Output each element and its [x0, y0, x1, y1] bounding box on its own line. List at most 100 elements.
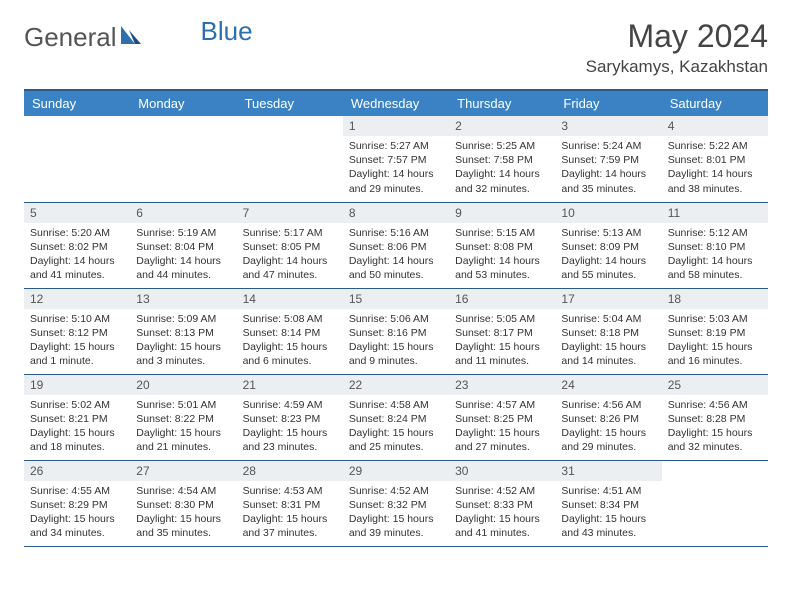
day-number: 28: [237, 461, 343, 481]
day-number: 24: [555, 375, 661, 395]
day-number: 16: [449, 289, 555, 309]
day-number: 27: [130, 461, 236, 481]
calendar-cell: 12Sunrise: 5:10 AMSunset: 8:12 PMDayligh…: [24, 288, 130, 374]
calendar-cell: 2Sunrise: 5:25 AMSunset: 7:58 PMDaylight…: [449, 116, 555, 202]
calendar-cell: 8Sunrise: 5:16 AMSunset: 8:06 PMDaylight…: [343, 202, 449, 288]
calendar-cell: 21Sunrise: 4:59 AMSunset: 8:23 PMDayligh…: [237, 374, 343, 460]
day-number: 19: [24, 375, 130, 395]
calendar-cell: 9Sunrise: 5:15 AMSunset: 8:08 PMDaylight…: [449, 202, 555, 288]
calendar-cell: [24, 116, 130, 202]
page-title: May 2024: [586, 18, 768, 55]
day-number: 12: [24, 289, 130, 309]
day-details: Sunrise: 5:16 AMSunset: 8:06 PMDaylight:…: [343, 223, 449, 287]
day-details: Sunrise: 5:27 AMSunset: 7:57 PMDaylight:…: [343, 136, 449, 200]
day-number: 31: [555, 461, 661, 481]
day-number: 25: [662, 375, 768, 395]
calendar-week-row: 5Sunrise: 5:20 AMSunset: 8:02 PMDaylight…: [24, 202, 768, 288]
day-details: Sunrise: 4:53 AMSunset: 8:31 PMDaylight:…: [237, 481, 343, 545]
weekday-header: Friday: [555, 90, 661, 116]
day-details: Sunrise: 5:04 AMSunset: 8:18 PMDaylight:…: [555, 309, 661, 373]
weekday-header: Sunday: [24, 90, 130, 116]
weekday-header: Saturday: [662, 90, 768, 116]
calendar-cell: 29Sunrise: 4:52 AMSunset: 8:32 PMDayligh…: [343, 460, 449, 546]
calendar-week-row: 19Sunrise: 5:02 AMSunset: 8:21 PMDayligh…: [24, 374, 768, 460]
day-number: 20: [130, 375, 236, 395]
calendar-cell: 1Sunrise: 5:27 AMSunset: 7:57 PMDaylight…: [343, 116, 449, 202]
logo: General Blue: [24, 18, 253, 53]
day-details: Sunrise: 5:22 AMSunset: 8:01 PMDaylight:…: [662, 136, 768, 200]
calendar-cell: 27Sunrise: 4:54 AMSunset: 8:30 PMDayligh…: [130, 460, 236, 546]
calendar-cell: 31Sunrise: 4:51 AMSunset: 8:34 PMDayligh…: [555, 460, 661, 546]
day-details: Sunrise: 5:13 AMSunset: 8:09 PMDaylight:…: [555, 223, 661, 287]
day-details: Sunrise: 4:58 AMSunset: 8:24 PMDaylight:…: [343, 395, 449, 459]
calendar-cell: 20Sunrise: 5:01 AMSunset: 8:22 PMDayligh…: [130, 374, 236, 460]
calendar-cell: 7Sunrise: 5:17 AMSunset: 8:05 PMDaylight…: [237, 202, 343, 288]
day-number: 4: [662, 116, 768, 136]
calendar-cell: 3Sunrise: 5:24 AMSunset: 7:59 PMDaylight…: [555, 116, 661, 202]
calendar-cell: 11Sunrise: 5:12 AMSunset: 8:10 PMDayligh…: [662, 202, 768, 288]
day-details: Sunrise: 5:10 AMSunset: 8:12 PMDaylight:…: [24, 309, 130, 373]
calendar-cell: 4Sunrise: 5:22 AMSunset: 8:01 PMDaylight…: [662, 116, 768, 202]
day-details: Sunrise: 5:17 AMSunset: 8:05 PMDaylight:…: [237, 223, 343, 287]
day-details: Sunrise: 5:20 AMSunset: 8:02 PMDaylight:…: [24, 223, 130, 287]
day-details: Sunrise: 5:12 AMSunset: 8:10 PMDaylight:…: [662, 223, 768, 287]
day-number: 15: [343, 289, 449, 309]
calendar-cell: 16Sunrise: 5:05 AMSunset: 8:17 PMDayligh…: [449, 288, 555, 374]
calendar-cell: 19Sunrise: 5:02 AMSunset: 8:21 PMDayligh…: [24, 374, 130, 460]
calendar-cell: 14Sunrise: 5:08 AMSunset: 8:14 PMDayligh…: [237, 288, 343, 374]
day-details: Sunrise: 4:56 AMSunset: 8:28 PMDaylight:…: [662, 395, 768, 459]
day-details: Sunrise: 4:56 AMSunset: 8:26 PMDaylight:…: [555, 395, 661, 459]
day-number: 29: [343, 461, 449, 481]
weekday-header: Tuesday: [237, 90, 343, 116]
calendar-cell: 6Sunrise: 5:19 AMSunset: 8:04 PMDaylight…: [130, 202, 236, 288]
weekday-header: Wednesday: [343, 90, 449, 116]
calendar-week-row: 26Sunrise: 4:55 AMSunset: 8:29 PMDayligh…: [24, 460, 768, 546]
day-number: 1: [343, 116, 449, 136]
weekday-header: Thursday: [449, 90, 555, 116]
day-number: 30: [449, 461, 555, 481]
day-number: 14: [237, 289, 343, 309]
day-number: 6: [130, 203, 236, 223]
day-details: Sunrise: 5:15 AMSunset: 8:08 PMDaylight:…: [449, 223, 555, 287]
day-details: Sunrise: 5:09 AMSunset: 8:13 PMDaylight:…: [130, 309, 236, 373]
logo-text-2: Blue: [201, 16, 253, 47]
day-number: 11: [662, 203, 768, 223]
calendar-cell: [130, 116, 236, 202]
day-number: 17: [555, 289, 661, 309]
weekday-header-row: SundayMondayTuesdayWednesdayThursdayFrid…: [24, 90, 768, 116]
calendar-body: 1Sunrise: 5:27 AMSunset: 7:57 PMDaylight…: [24, 116, 768, 546]
day-number: 21: [237, 375, 343, 395]
calendar-table: SundayMondayTuesdayWednesdayThursdayFrid…: [24, 89, 768, 547]
day-number: 9: [449, 203, 555, 223]
day-number: 26: [24, 461, 130, 481]
calendar-cell: 18Sunrise: 5:03 AMSunset: 8:19 PMDayligh…: [662, 288, 768, 374]
day-number: 23: [449, 375, 555, 395]
weekday-header: Monday: [130, 90, 236, 116]
day-details: Sunrise: 5:02 AMSunset: 8:21 PMDaylight:…: [24, 395, 130, 459]
day-details: Sunrise: 4:52 AMSunset: 8:33 PMDaylight:…: [449, 481, 555, 545]
calendar-cell: [662, 460, 768, 546]
calendar-week-row: 12Sunrise: 5:10 AMSunset: 8:12 PMDayligh…: [24, 288, 768, 374]
day-number: 2: [449, 116, 555, 136]
day-number: 18: [662, 289, 768, 309]
calendar-cell: 28Sunrise: 4:53 AMSunset: 8:31 PMDayligh…: [237, 460, 343, 546]
location-label: Sarykamys, Kazakhstan: [586, 57, 768, 77]
calendar-cell: 15Sunrise: 5:06 AMSunset: 8:16 PMDayligh…: [343, 288, 449, 374]
day-number: 8: [343, 203, 449, 223]
day-number: 5: [24, 203, 130, 223]
day-details: Sunrise: 4:54 AMSunset: 8:30 PMDaylight:…: [130, 481, 236, 545]
calendar-cell: 25Sunrise: 4:56 AMSunset: 8:28 PMDayligh…: [662, 374, 768, 460]
day-number: 10: [555, 203, 661, 223]
calendar-cell: [237, 116, 343, 202]
day-details: Sunrise: 5:19 AMSunset: 8:04 PMDaylight:…: [130, 223, 236, 287]
day-details: Sunrise: 5:06 AMSunset: 8:16 PMDaylight:…: [343, 309, 449, 373]
day-number: 7: [237, 203, 343, 223]
calendar-cell: 5Sunrise: 5:20 AMSunset: 8:02 PMDaylight…: [24, 202, 130, 288]
day-number: 22: [343, 375, 449, 395]
calendar-cell: 17Sunrise: 5:04 AMSunset: 8:18 PMDayligh…: [555, 288, 661, 374]
day-details: Sunrise: 4:52 AMSunset: 8:32 PMDaylight:…: [343, 481, 449, 545]
day-details: Sunrise: 5:01 AMSunset: 8:22 PMDaylight:…: [130, 395, 236, 459]
calendar-cell: 30Sunrise: 4:52 AMSunset: 8:33 PMDayligh…: [449, 460, 555, 546]
header: General Blue May 2024 Sarykamys, Kazakhs…: [24, 18, 768, 77]
title-block: May 2024 Sarykamys, Kazakhstan: [586, 18, 768, 77]
